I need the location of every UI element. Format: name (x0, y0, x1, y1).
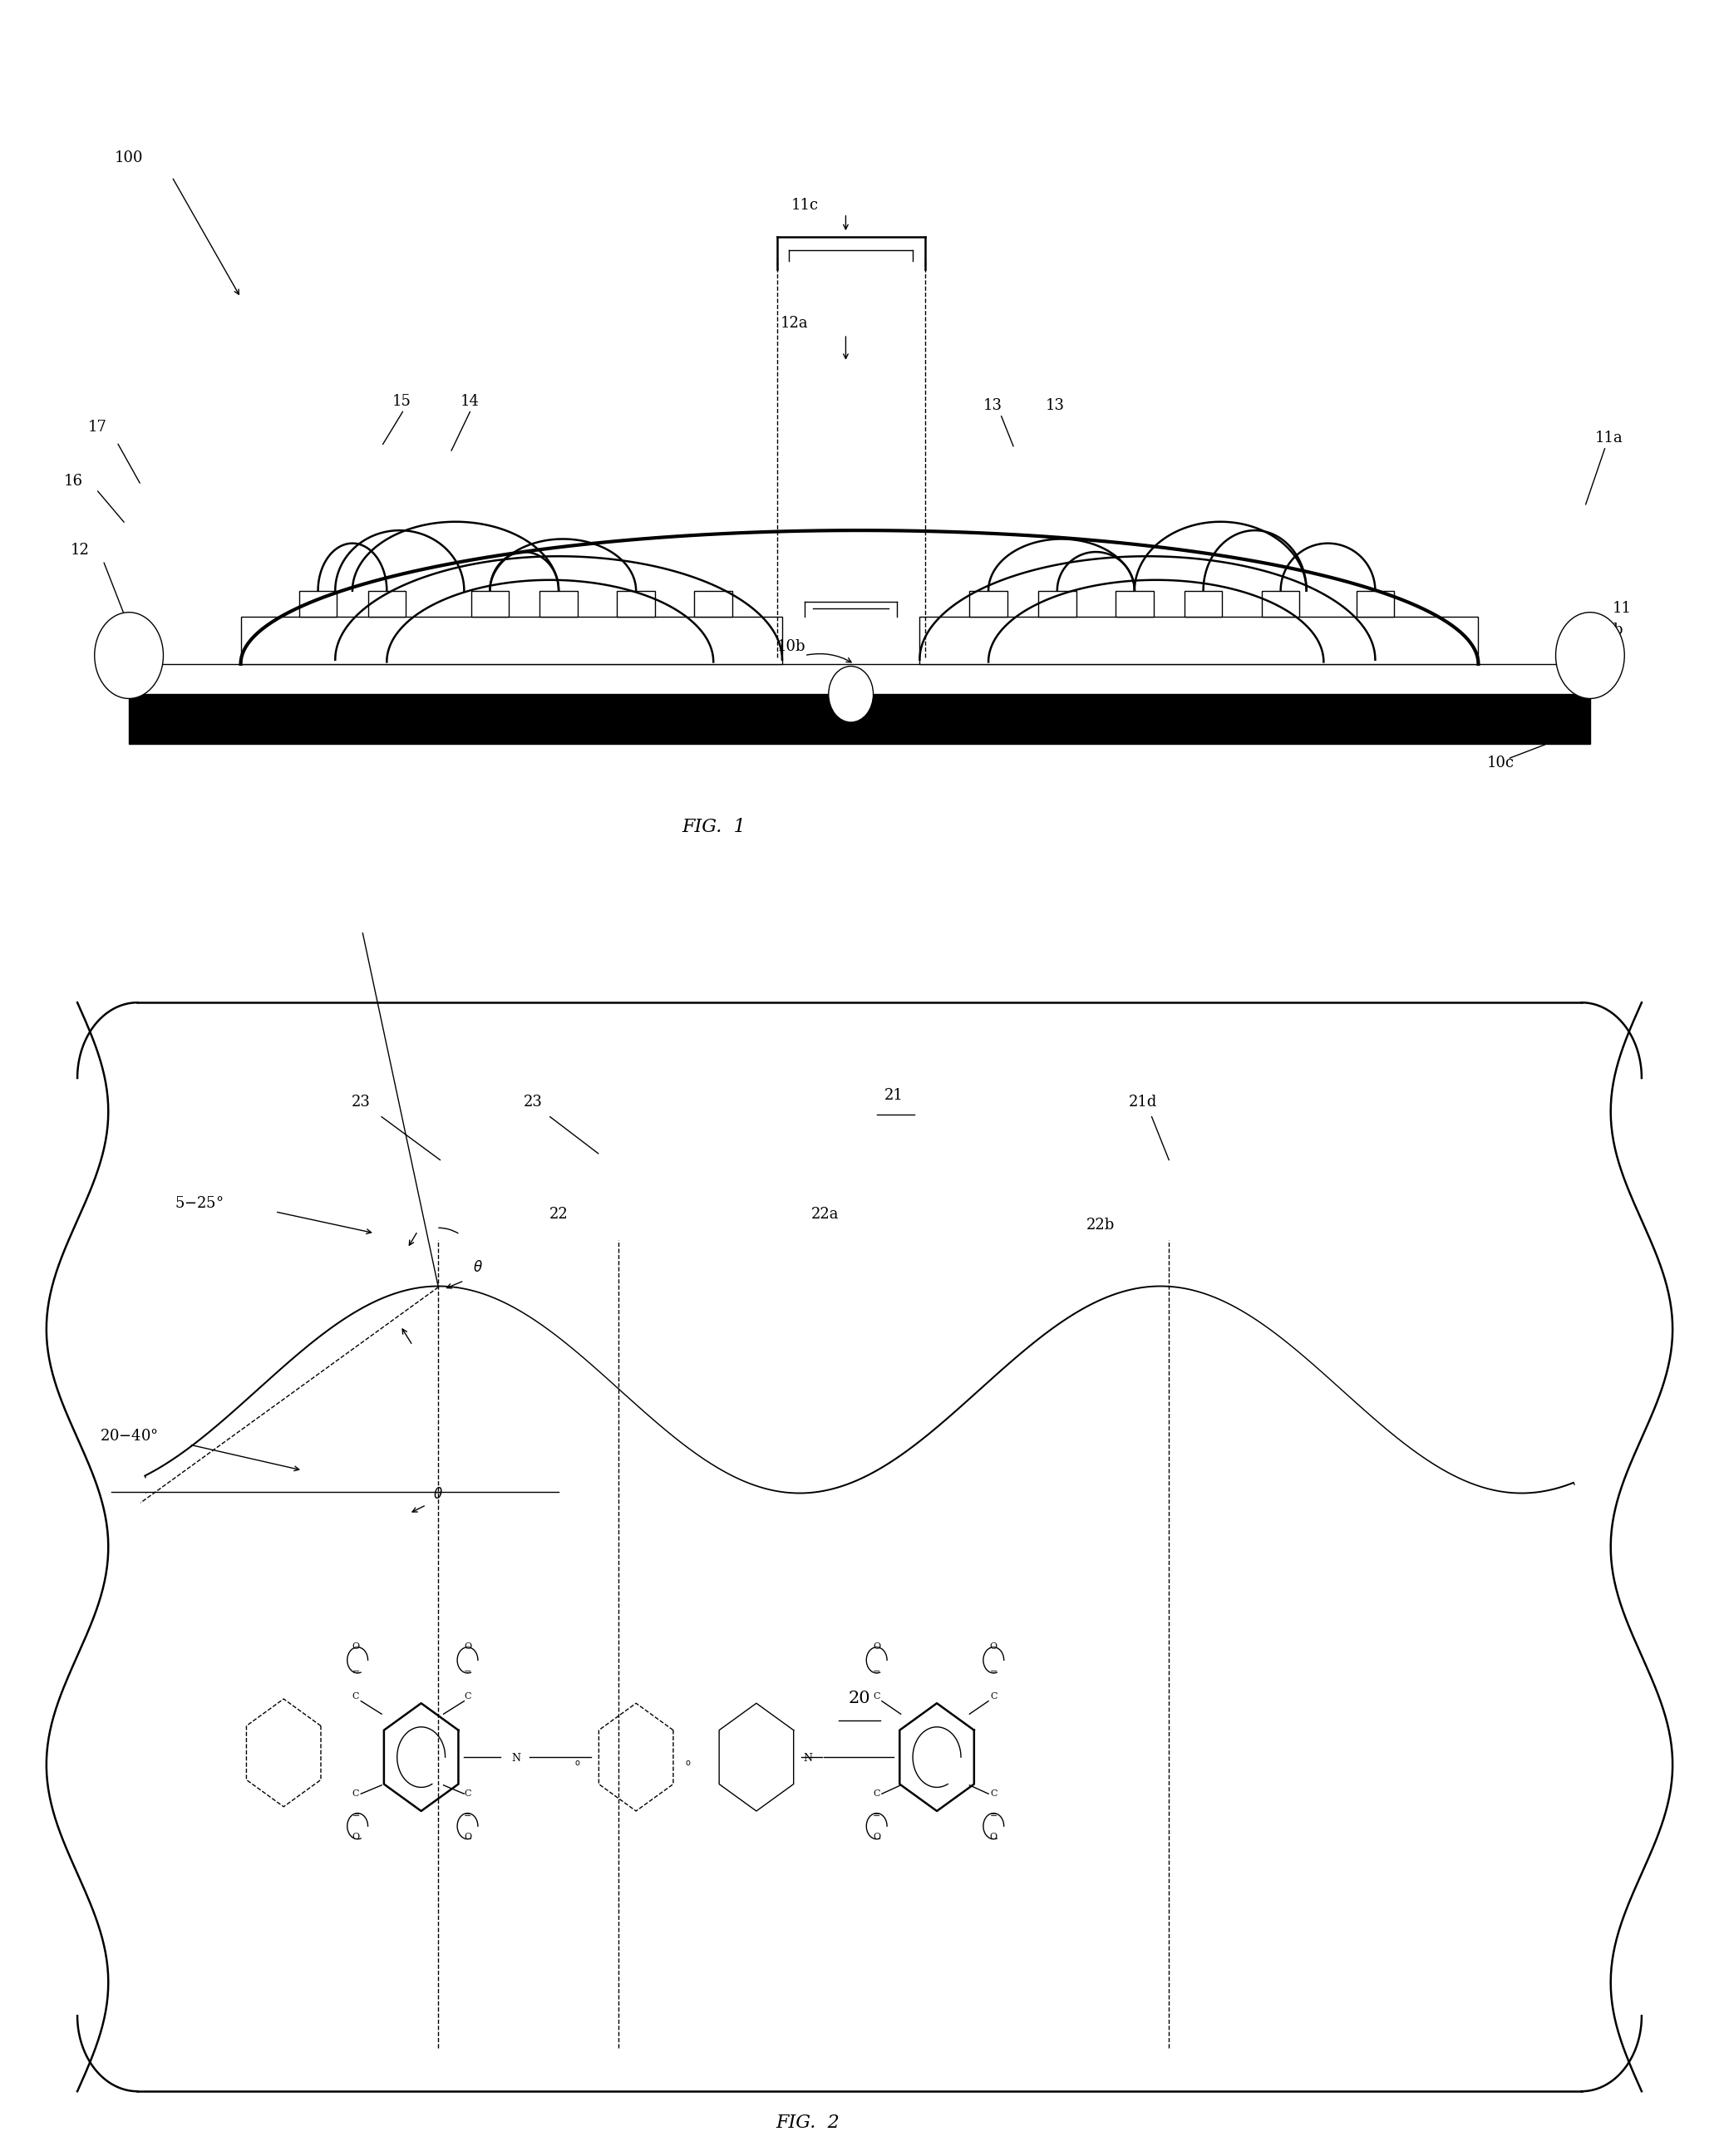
Text: =: = (464, 1811, 471, 1820)
Bar (920, 617, 1478, 664)
Bar (540, 591, 578, 617)
Bar (299, 591, 337, 617)
Text: 23: 23 (523, 1095, 543, 1110)
Text: FIG.  1: FIG. 1 (681, 817, 746, 837)
Text: 13: 13 (983, 399, 1002, 414)
Text: O: O (464, 1833, 471, 1841)
Circle shape (829, 666, 873, 722)
Text: O: O (464, 1643, 471, 1651)
Text: 10b: 10b (777, 640, 806, 655)
Bar (617, 591, 655, 617)
Bar (1356, 591, 1394, 617)
Text: 10c: 10c (1487, 757, 1514, 772)
Text: 22b: 22b (1086, 1218, 1114, 1233)
Text: 15: 15 (392, 395, 411, 410)
Text: 23: 23 (351, 1095, 371, 1110)
Text: =: = (990, 1669, 997, 1677)
Text: C: C (352, 1789, 359, 1798)
Bar (694, 591, 732, 617)
Circle shape (1556, 612, 1624, 699)
Bar (368, 591, 406, 617)
Text: 22a: 22a (811, 1207, 839, 1222)
Text: O: O (873, 1643, 880, 1651)
Text: 21: 21 (884, 1089, 904, 1104)
Text: 100: 100 (115, 151, 143, 166)
Text: 10: 10 (1595, 679, 1614, 694)
Text: O: O (352, 1833, 359, 1841)
Bar (1116, 591, 1153, 617)
Text: C: C (352, 1692, 359, 1701)
Text: C: C (873, 1692, 880, 1701)
Text: O: O (990, 1833, 997, 1841)
Text: C: C (464, 1789, 471, 1798)
Text: 11c: 11c (791, 198, 818, 213)
Text: 10a: 10a (1595, 651, 1623, 666)
Text: 13: 13 (1045, 399, 1064, 414)
Text: 14: 14 (461, 395, 480, 410)
Text: =: = (352, 1669, 359, 1677)
Text: =: = (990, 1811, 997, 1820)
Bar (1038, 591, 1076, 617)
Text: 11: 11 (1612, 602, 1631, 617)
Bar (241, 617, 782, 664)
Text: 16: 16 (64, 474, 83, 489)
Text: O: O (990, 1643, 997, 1651)
Text: =: = (873, 1811, 880, 1820)
Text: 11a: 11a (1595, 431, 1623, 446)
Text: 11b: 11b (1595, 623, 1624, 638)
Text: o: o (686, 1759, 689, 1768)
Text: 20: 20 (849, 1690, 870, 1708)
Text: 22: 22 (548, 1207, 569, 1222)
Text: $\theta$: $\theta$ (473, 1261, 483, 1276)
Text: C: C (990, 1789, 997, 1798)
Text: C: C (990, 1692, 997, 1701)
Text: 20$-$40°: 20$-$40° (100, 1429, 158, 1445)
Text: N: N (803, 1753, 813, 1764)
Bar (138, 664, 1581, 694)
Text: C: C (873, 1789, 880, 1798)
Text: FIG.  2: FIG. 2 (775, 2113, 841, 2132)
Bar (129, 694, 1590, 744)
Bar (970, 591, 1007, 617)
Text: 5$-$25°: 5$-$25° (175, 1197, 223, 1212)
Text: 17: 17 (88, 420, 107, 436)
Text: N: N (511, 1753, 521, 1764)
Text: O: O (873, 1833, 880, 1841)
Text: =: = (873, 1669, 880, 1677)
Text: o: o (576, 1759, 579, 1768)
Text: 12a: 12a (780, 317, 808, 332)
Text: C: C (464, 1692, 471, 1701)
Bar (1184, 591, 1222, 617)
Bar (471, 591, 509, 617)
Bar (1262, 591, 1300, 617)
Text: O: O (352, 1643, 359, 1651)
Text: 21d: 21d (1129, 1095, 1157, 1110)
Text: 12: 12 (70, 543, 89, 558)
Text: =: = (464, 1669, 471, 1677)
Text: =: = (352, 1811, 359, 1820)
Text: $\theta$: $\theta$ (433, 1488, 444, 1503)
Circle shape (95, 612, 163, 699)
